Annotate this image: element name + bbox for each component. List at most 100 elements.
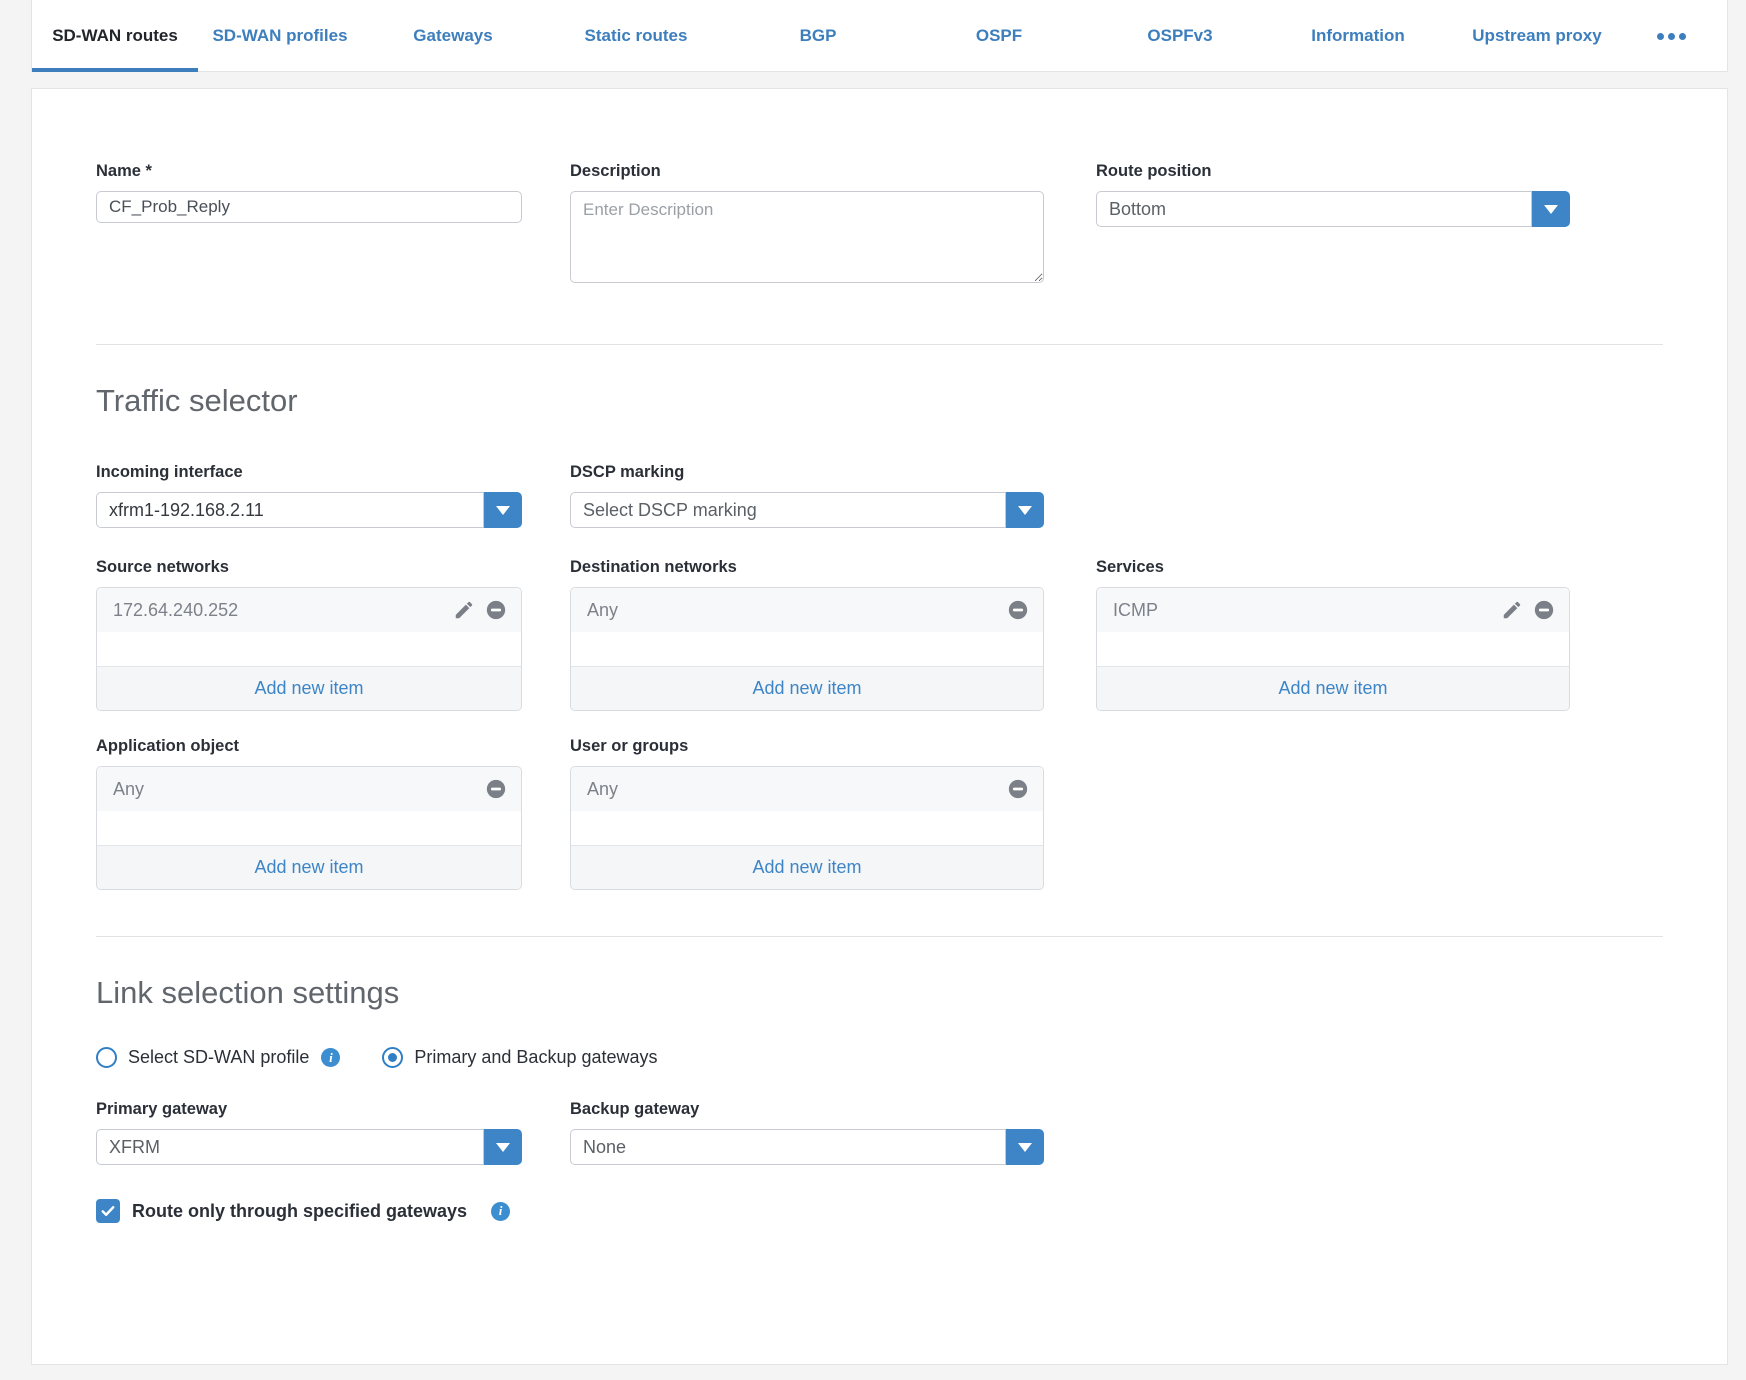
- list-item-label: Any: [587, 599, 619, 620]
- name-input[interactable]: [96, 191, 522, 223]
- tab-gateways[interactable]: Gateways: [362, 0, 544, 72]
- list-item[interactable]: ICMP: [1097, 588, 1569, 632]
- incoming-interface-group: Incoming interface xfrm1-192.168.2.11: [96, 463, 522, 528]
- primary-gateway-group: Primary gateway XFRM: [96, 1100, 522, 1165]
- chevron-down-icon: [1544, 204, 1558, 214]
- backup-gateway-label: Backup gateway: [570, 1100, 700, 1118]
- info-icon[interactable]: i: [321, 1048, 341, 1067]
- radio-unselected-icon[interactable]: [96, 1047, 117, 1068]
- user-or-groups-label: User or groups: [570, 737, 689, 755]
- list-item-label: Any: [113, 778, 145, 799]
- remove-item-icon[interactable]: [485, 778, 507, 800]
- add-new-item-label: Add new item: [752, 857, 862, 877]
- name-field-group: Name *: [96, 162, 522, 223]
- radio-label: Primary and Backup gateways: [414, 1047, 658, 1067]
- destination-networks-label: Destination networks: [570, 558, 737, 576]
- list-item[interactable]: Any: [571, 588, 1043, 632]
- dscp-marking-select[interactable]: Select DSCP marking: [570, 492, 1044, 528]
- checkbox-checked-icon[interactable]: [96, 1199, 120, 1223]
- list-empty-area: [571, 811, 1043, 845]
- tab-label: OSPFv3: [1147, 26, 1213, 45]
- route-position-dropdown-button[interactable]: [1532, 191, 1570, 227]
- dscp-marking-dropdown-button[interactable]: [1006, 492, 1044, 528]
- tab-ospfv3[interactable]: OSPFv3: [1090, 0, 1270, 72]
- radio-select-sdwan-profile[interactable]: Select SD-WAN profile i: [96, 1047, 341, 1068]
- description-field-group: Description: [570, 162, 1044, 288]
- radio-selected-icon[interactable]: [382, 1047, 404, 1068]
- radio-primary-backup-gateways[interactable]: Primary and Backup gateways: [382, 1047, 658, 1068]
- route-editor-card: Name * Description Route position Bottom: [31, 88, 1728, 1365]
- primary-gateway-value: XFRM: [96, 1129, 484, 1165]
- source-networks-label: Source networks: [96, 558, 229, 576]
- backup-gateway-select[interactable]: None: [570, 1129, 1044, 1165]
- tab-label: Static routes: [584, 26, 688, 45]
- destination-networks-group: Destination networks Any Add new item: [570, 558, 1044, 711]
- tab-ospf[interactable]: OSPF: [908, 0, 1090, 72]
- tab-label: SD-WAN profiles: [212, 26, 348, 45]
- primary-gateway-select[interactable]: XFRM: [96, 1129, 522, 1165]
- remove-item-icon[interactable]: [1007, 778, 1029, 800]
- tab-label: Gateways: [413, 26, 493, 45]
- application-object-group: Application object Any Add new item: [96, 737, 522, 890]
- route-only-through-gateways-row[interactable]: Route only through specified gateways i: [96, 1199, 1663, 1223]
- application-object-add-button[interactable]: Add new item: [97, 845, 521, 889]
- remove-item-icon[interactable]: [1533, 599, 1555, 621]
- tab-bar: SD-WAN routes SD-WAN profiles Gateways S…: [31, 0, 1728, 72]
- primary-gateway-label: Primary gateway: [96, 1100, 228, 1118]
- edit-pencil-icon[interactable]: [1501, 599, 1523, 621]
- tab-overflow-button[interactable]: [1628, 0, 1714, 72]
- info-icon[interactable]: i: [491, 1201, 511, 1221]
- application-object-label: Application object: [96, 737, 240, 755]
- user-or-groups-add-button[interactable]: Add new item: [571, 845, 1043, 889]
- incoming-interface-select[interactable]: xfrm1-192.168.2.11: [96, 492, 522, 528]
- destination-networks-listbox: Any Add new item: [570, 587, 1044, 711]
- description-label: Description: [570, 162, 661, 180]
- user-or-groups-listbox: Any Add new item: [570, 766, 1044, 890]
- services-group: Services ICMP Add new item: [1096, 558, 1570, 711]
- user-or-groups-group: User or groups Any Add new item: [570, 737, 1044, 890]
- primary-gateway-dropdown-button[interactable]: [484, 1129, 522, 1165]
- backup-gateway-dropdown-button[interactable]: [1006, 1129, 1044, 1165]
- dscp-marking-label: DSCP marking: [570, 463, 685, 481]
- remove-item-icon[interactable]: [1007, 599, 1029, 621]
- list-item[interactable]: Any: [571, 767, 1043, 811]
- dscp-marking-value: Select DSCP marking: [570, 492, 1006, 528]
- list-item[interactable]: 172.64.240.252: [97, 588, 521, 632]
- tab-information[interactable]: Information: [1270, 0, 1446, 72]
- source-networks-listbox: 172.64.240.252 Add new item: [96, 587, 522, 711]
- dscp-marking-group: DSCP marking Select DSCP marking: [570, 463, 1044, 528]
- route-position-label: Route position: [1096, 162, 1212, 180]
- tab-label: BGP: [799, 26, 837, 45]
- services-label: Services: [1096, 558, 1164, 576]
- list-item[interactable]: Any: [97, 767, 521, 811]
- tab-static-routes[interactable]: Static routes: [544, 0, 728, 72]
- route-position-value: Bottom: [1096, 191, 1532, 227]
- description-textarea[interactable]: [570, 191, 1044, 283]
- incoming-interface-dropdown-button[interactable]: [484, 492, 522, 528]
- add-new-item-label: Add new item: [752, 678, 862, 698]
- source-networks-group: Source networks 172.64.240.252 Add new i…: [96, 558, 522, 711]
- section-divider-1: [96, 344, 1663, 345]
- backup-gateway-value: None: [570, 1129, 1006, 1165]
- services-add-button[interactable]: Add new item: [1097, 666, 1569, 710]
- tab-sd-wan-routes[interactable]: SD-WAN routes: [32, 0, 198, 72]
- list-empty-area: [97, 811, 521, 845]
- name-label: Name *: [96, 162, 152, 180]
- tab-label: Upstream proxy: [1472, 26, 1602, 45]
- services-listbox: ICMP Add new item: [1096, 587, 1570, 711]
- list-empty-area: [97, 632, 521, 666]
- radio-label: Select SD-WAN profile: [128, 1047, 310, 1067]
- route-position-select[interactable]: Bottom: [1096, 191, 1570, 227]
- destination-networks-add-button[interactable]: Add new item: [571, 666, 1043, 710]
- list-item-label: Any: [587, 778, 619, 799]
- tab-bgp[interactable]: BGP: [728, 0, 908, 72]
- tab-sd-wan-profiles[interactable]: SD-WAN profiles: [198, 0, 362, 72]
- source-networks-add-button[interactable]: Add new item: [97, 666, 521, 710]
- tab-upstream-proxy[interactable]: Upstream proxy: [1446, 0, 1628, 72]
- incoming-interface-label: Incoming interface: [96, 463, 243, 481]
- tab-label: SD-WAN routes: [52, 26, 178, 45]
- edit-pencil-icon[interactable]: [453, 599, 475, 621]
- list-item-label: ICMP: [1113, 599, 1158, 620]
- traffic-selector-heading: Traffic selector: [96, 383, 298, 418]
- remove-item-icon[interactable]: [485, 599, 507, 621]
